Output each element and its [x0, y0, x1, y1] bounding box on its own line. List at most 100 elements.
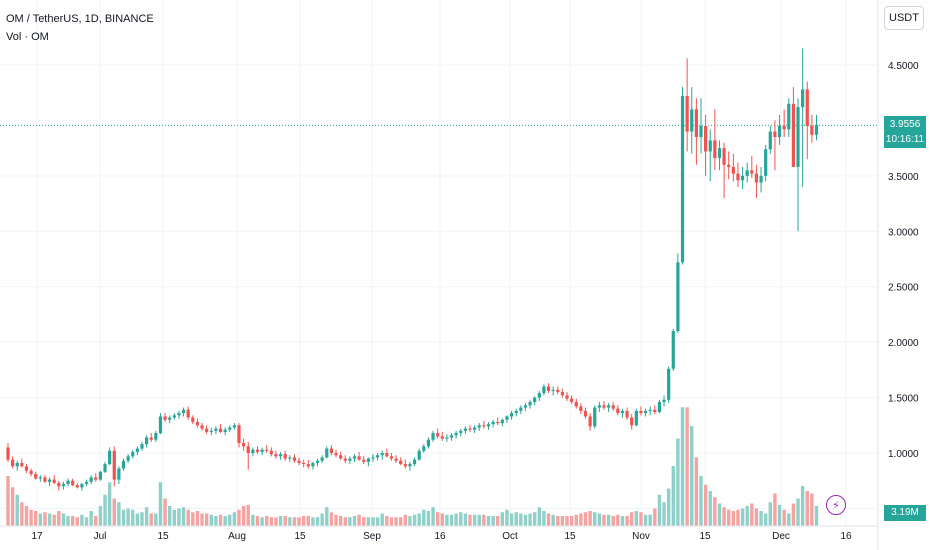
candle-body — [103, 464, 107, 472]
lightning-bolt-icon[interactable]: ⚡ — [826, 495, 846, 515]
candle-body — [449, 435, 454, 438]
x-tick-label: 15 — [699, 531, 711, 542]
candle-body — [574, 402, 578, 407]
candle-body — [311, 462, 315, 467]
volume-bar — [274, 517, 278, 526]
volume-bars — [6, 407, 819, 526]
volume-bar — [144, 507, 149, 526]
candle-body — [690, 109, 694, 132]
volume-bar — [676, 438, 680, 526]
volume-bar — [149, 513, 153, 526]
volume-bar — [514, 512, 518, 526]
candle-body — [288, 457, 292, 459]
candle-body — [653, 409, 657, 412]
volume-bar — [43, 512, 47, 526]
candle-body — [722, 148, 726, 165]
symbol-title: OM / TetherUS, 1D, BINANCE — [6, 13, 154, 25]
candle-body — [320, 457, 324, 461]
candle-body — [228, 427, 232, 430]
volume-bar — [283, 516, 287, 526]
candle-body — [29, 470, 33, 475]
volume-bar — [593, 512, 597, 526]
volume-bar — [61, 513, 66, 526]
volume-bar — [297, 517, 301, 526]
volume-bar — [265, 516, 269, 526]
volume-bar — [574, 514, 578, 526]
candle-body — [417, 450, 421, 460]
volume-bar — [131, 509, 135, 526]
candle-body — [121, 460, 126, 469]
candle-body — [334, 453, 338, 456]
candle-body — [699, 125, 703, 138]
candle-body — [727, 164, 731, 167]
candle-body — [496, 421, 500, 424]
candlesticks — [6, 48, 819, 491]
candle-body — [172, 415, 176, 418]
volume-bar — [796, 498, 800, 526]
candle-body — [436, 433, 440, 437]
candle-body — [657, 402, 662, 412]
volume-bar — [472, 514, 477, 526]
volume-bar — [556, 516, 560, 526]
volume-bar — [634, 511, 639, 526]
candle-body — [131, 451, 135, 457]
volume-bar — [805, 491, 809, 526]
candle-body — [357, 456, 361, 460]
volume-bar — [565, 516, 569, 526]
currency-button[interactable]: USDT — [884, 6, 924, 30]
candle-body — [84, 481, 89, 485]
candle-body — [593, 407, 597, 427]
candle-body — [551, 389, 555, 391]
candle-body — [38, 477, 42, 479]
volume-bar — [191, 512, 195, 526]
volume-bar — [731, 511, 736, 526]
volume-bar — [542, 511, 546, 526]
volume-bar — [791, 503, 796, 526]
candle-body — [814, 124, 819, 135]
candle-body — [80, 484, 84, 488]
candle-body — [620, 410, 625, 414]
volume-bar — [699, 476, 703, 526]
candle-body — [15, 462, 19, 467]
volume-bar — [643, 514, 648, 526]
volume-tag: 3.19M — [884, 505, 926, 521]
volume-bar — [611, 516, 615, 526]
candle-body — [667, 368, 671, 400]
candle-body — [380, 453, 384, 456]
chart-grid — [0, 0, 878, 526]
volume-bar — [66, 516, 70, 526]
candle-body — [89, 477, 93, 482]
volume-bar — [163, 498, 167, 526]
x-tick-label: 16 — [840, 531, 852, 542]
volume-bar — [334, 514, 338, 526]
volume-bar — [754, 508, 759, 526]
volume-bar — [648, 514, 652, 526]
volume-bar — [357, 514, 361, 526]
candle-body — [260, 449, 264, 452]
volume-bar — [168, 506, 172, 526]
candle-body — [352, 456, 357, 459]
volume-bar — [787, 513, 791, 526]
volume-bar — [362, 517, 366, 526]
candle-body — [329, 448, 333, 453]
candle-body — [422, 446, 426, 451]
volume-bar — [768, 502, 772, 526]
candle-body — [537, 393, 541, 398]
candle-body — [251, 449, 255, 453]
candle-body — [426, 439, 431, 447]
candle-body — [140, 444, 144, 449]
x-tick-label: 16 — [434, 531, 446, 542]
volume-legend: Vol · OM — [6, 31, 49, 43]
candle-body — [274, 454, 278, 457]
candle-body — [570, 398, 574, 403]
volume-bar — [496, 516, 500, 526]
x-tick-label: 15 — [294, 531, 306, 542]
volume-bar — [140, 512, 144, 526]
volume-bar — [121, 509, 126, 526]
candle-body — [486, 424, 491, 427]
candle-body — [523, 405, 528, 408]
candle-body — [519, 407, 523, 411]
volume-bar — [763, 513, 768, 526]
volume-bar — [70, 516, 75, 526]
